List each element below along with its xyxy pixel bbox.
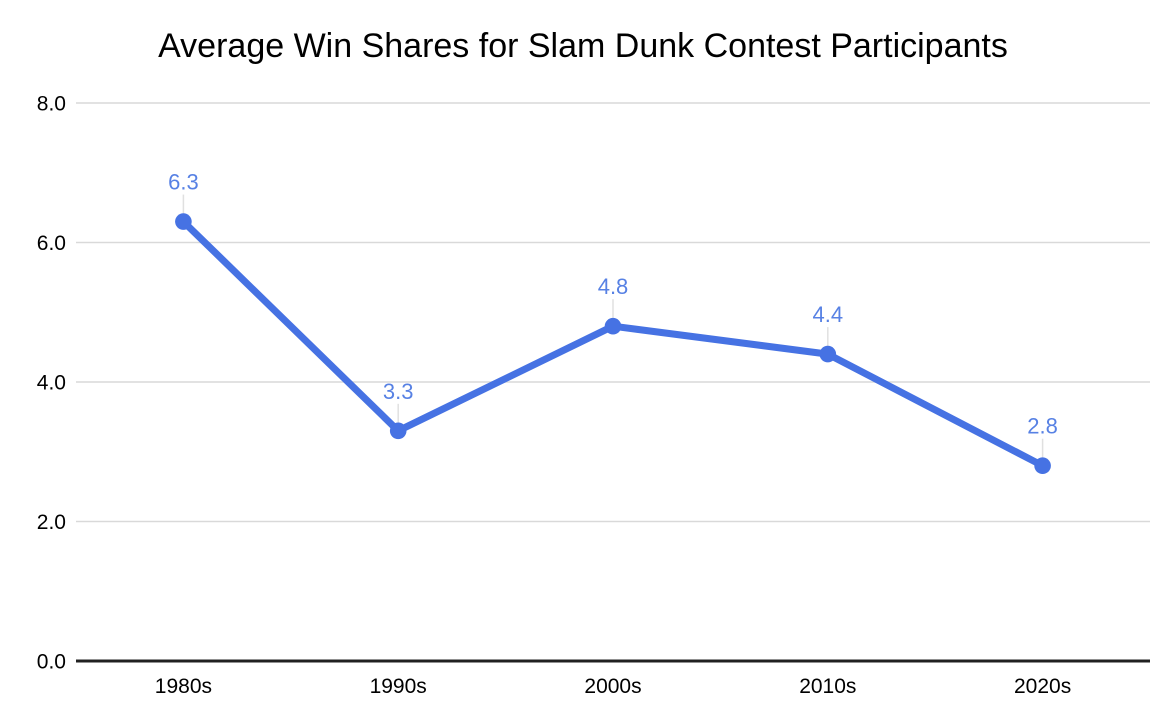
data-point-marker [175, 213, 192, 230]
data-point-marker [819, 345, 837, 363]
data-point-marker [604, 317, 622, 335]
x-axis-tick-label: 2000s [584, 675, 641, 698]
data-point-label: 2.8 [1027, 414, 1058, 439]
chart-title: Average Win Shares for Slam Dunk Contest… [158, 27, 1008, 65]
y-axis-tick-label: 4.0 [37, 371, 66, 394]
data-point-label: 4.8 [598, 274, 629, 299]
y-axis-tick-label: 6.0 [37, 232, 66, 255]
x-axis-tick-label: 1980s [155, 675, 212, 698]
data-point-label: 3.3 [383, 379, 414, 404]
series-line [179, 218, 1047, 470]
data-point-label: 6.3 [168, 170, 199, 195]
data-point-marker [1034, 457, 1051, 475]
y-axis-tick-label: 2.0 [37, 511, 66, 534]
y-axis-tick-label: 8.0 [37, 92, 66, 115]
data-point-label: 4.4 [813, 302, 844, 327]
y-axis-tick-label: 0.0 [37, 650, 66, 673]
x-axis-tick-label: 1990s [370, 675, 427, 698]
data-point-marker [389, 422, 407, 440]
x-axis-tick-label: 2020s [1014, 675, 1071, 698]
x-axis-tick-label: 2010s [799, 675, 856, 698]
